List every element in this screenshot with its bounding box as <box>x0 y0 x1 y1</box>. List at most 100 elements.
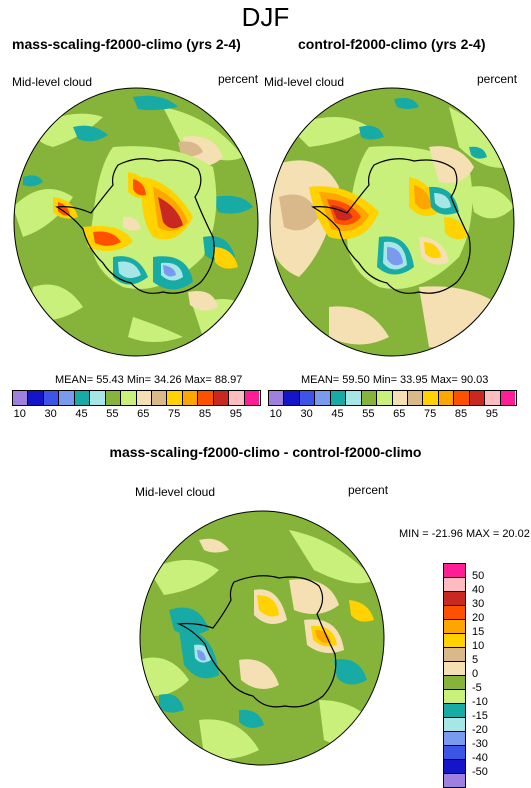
colorbar-tick-label: -10 <box>472 696 488 708</box>
colorbar-panel1-ticks: 10 30 45 55 65 75 85 95 <box>12 408 259 422</box>
map-panel3-field <box>140 511 384 765</box>
panel3-title: mass-scaling-f2000-climo - control-f2000… <box>109 444 422 460</box>
colorbar-swatch <box>299 391 316 405</box>
colorbar-swatch <box>377 391 393 405</box>
colorbar-tick-label: 30 <box>300 408 313 420</box>
colorbar-tick-label: -30 <box>472 738 488 750</box>
colorbar-swatch <box>315 391 331 405</box>
colorbar-swatch <box>444 704 465 718</box>
colorbar-swatch <box>444 732 465 746</box>
antarctica-coastline-2 <box>311 158 471 294</box>
colorbar-swatch <box>213 391 230 405</box>
colorbar-swatch <box>244 391 259 405</box>
colorbar-swatch <box>28 391 44 405</box>
colorbar-tick-label: 10 <box>13 408 26 420</box>
colorbar-tick-label: 15 <box>472 626 485 638</box>
colorbar-swatch <box>392 391 408 405</box>
colorbar-tick-label: -5 <box>472 682 482 694</box>
colorbar-panel1 <box>12 390 261 406</box>
panel1-units-label: percent <box>218 72 259 86</box>
colorbar-swatch <box>229 391 245 405</box>
colorbar-swatch <box>151 391 168 405</box>
colorbar-swatch <box>444 620 465 634</box>
panel1-variable-label: Mid-level cloud <box>12 75 93 89</box>
colorbar-tick-label: 40 <box>472 584 485 596</box>
colorbar-swatch <box>361 391 378 405</box>
colorbar-tick-label: 10 <box>269 408 282 420</box>
panel2-variable-label: Mid-level cloud <box>264 75 345 89</box>
colorbar-swatch <box>444 774 465 788</box>
colorbar-tick-label: 65 <box>137 408 150 420</box>
colorbar-swatch <box>444 634 465 648</box>
colorbar-swatch <box>121 391 137 405</box>
colorbar-swatch <box>269 391 285 405</box>
antarctica-coastline-3 <box>176 575 337 708</box>
colorbar-tick-label: 45 <box>75 408 88 420</box>
colorbar-tick-label: 55 <box>362 408 375 420</box>
colorbar-tick-label: 75 <box>423 408 437 420</box>
colorbar-swatch <box>346 391 362 405</box>
colorbar-swatch <box>13 391 29 405</box>
colorbar-tick-label: 30 <box>44 408 57 420</box>
colorbar-swatch <box>284 391 300 405</box>
colorbar-swatch <box>182 391 199 405</box>
colorbar-swatch <box>469 391 486 405</box>
colorbar-tick-label: 95 <box>229 408 242 420</box>
colorbar-tick-label: -15 <box>472 710 488 722</box>
panel2-units-label: percent <box>477 72 518 86</box>
colorbar-tick-label: 85 <box>454 408 468 420</box>
map-panel1 <box>13 87 259 357</box>
colorbar-panel2 <box>268 390 517 406</box>
colorbar-swatch <box>444 718 465 732</box>
map-panel3 <box>139 510 385 766</box>
colorbar-swatch <box>444 578 465 592</box>
colorbar-swatch <box>74 391 91 405</box>
panel2-title: control-f2000-climo (yrs 2-4) <box>298 36 486 52</box>
colorbar-swatch <box>444 690 465 704</box>
colorbar-tick-label: 85 <box>198 408 212 420</box>
colorbar-tick-label: 95 <box>485 408 498 420</box>
panel3-variable-label: Mid-level cloud <box>135 485 216 499</box>
antarctica-coastline-1 <box>55 158 215 294</box>
panel3-stats: MIN = -21.96 MAX = 20.02 <box>399 528 530 540</box>
colorbar-difference <box>443 563 466 788</box>
colorbar-swatch <box>438 391 455 405</box>
colorbar-swatch <box>167 391 183 405</box>
colorbar-swatch <box>485 391 501 405</box>
colorbar-swatch <box>105 391 122 405</box>
colorbar-difference-ticks: 50 40 30 20 15 10 5 0 -5 -10 -15 -20 -30 -40 -50 <box>472 563 512 778</box>
colorbar-tick-label: 50 <box>472 570 485 582</box>
colorbar-swatch <box>444 648 465 662</box>
panel1-stats: MEAN= 55.43 Min= 34.26 Max= 88.97 <box>55 374 243 386</box>
colorbar-tick-label: 75 <box>167 408 181 420</box>
colorbar-swatch <box>444 592 465 606</box>
colorbar-tick-label: 20 <box>472 612 485 624</box>
colorbar-swatch <box>454 391 470 405</box>
colorbar-swatch <box>500 391 515 405</box>
colorbar-swatch <box>444 746 465 760</box>
colorbar-swatch <box>444 564 465 578</box>
panel3-units-label: percent <box>348 483 389 497</box>
colorbar-swatch <box>136 391 152 405</box>
colorbar-swatch <box>198 391 214 405</box>
colorbar-tick-label: 10 <box>472 640 485 652</box>
colorbar-tick-label: 5 <box>472 654 479 666</box>
colorbar-tick-label: 65 <box>393 408 406 420</box>
colorbar-tick-label: 0 <box>472 668 479 680</box>
colorbar-swatch <box>43 391 60 405</box>
colorbar-swatch <box>90 391 106 405</box>
colorbar-swatch <box>330 391 347 405</box>
colorbar-swatch <box>444 606 465 620</box>
colorbar-swatch <box>423 391 439 405</box>
colorbar-swatch <box>407 391 424 405</box>
colorbar-swatch <box>59 391 75 405</box>
season-title: DJF <box>241 2 290 32</box>
colorbar-tick-label: -50 <box>472 766 488 778</box>
panel2-stats: MEAN= 59.50 Min= 33.95 Max= 90.03 <box>301 374 489 386</box>
colorbar-tick-label: 45 <box>331 408 344 420</box>
colorbar-swatch <box>444 760 465 774</box>
colorbar-tick-label: 55 <box>106 408 119 420</box>
colorbar-swatch <box>444 662 465 676</box>
colorbar-tick-label: -20 <box>472 724 488 736</box>
map-panel2-field <box>270 88 514 356</box>
